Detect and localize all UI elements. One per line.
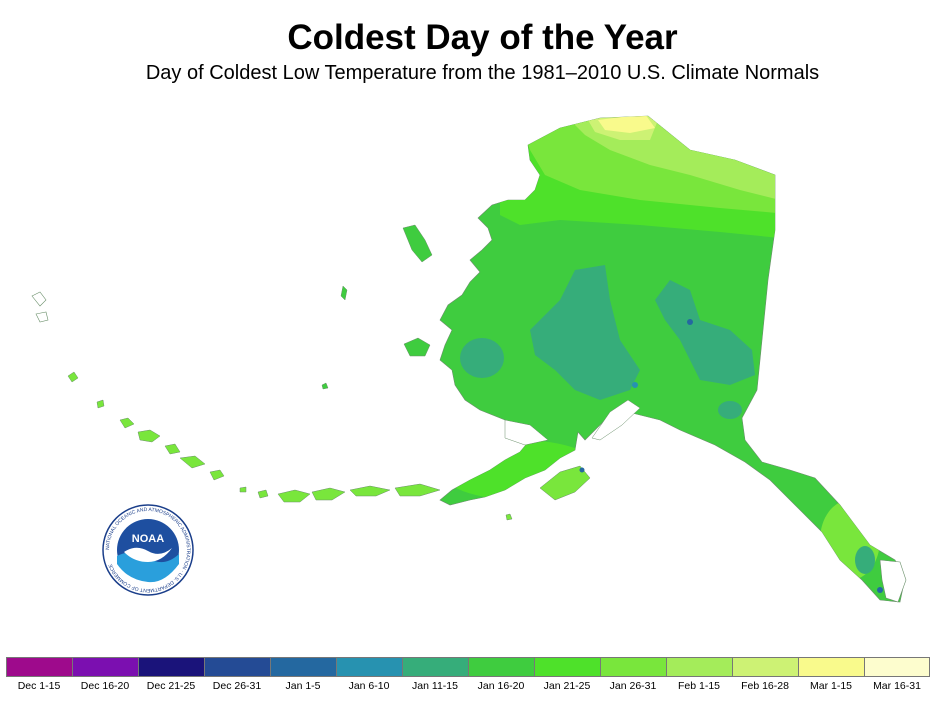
legend-swatch bbox=[402, 657, 468, 677]
legend-swatches bbox=[6, 657, 934, 677]
zone-jan-1-5 bbox=[877, 587, 883, 593]
legend-label: Mar 16-31 bbox=[873, 680, 921, 692]
legend-label: Jan 1-5 bbox=[285, 680, 321, 692]
legend-swatch bbox=[798, 657, 864, 677]
st-lawrence-island bbox=[402, 224, 433, 263]
southeast-island-no-data bbox=[879, 559, 907, 603]
kodiak-island bbox=[539, 465, 591, 501]
zone-jan-6-10 bbox=[632, 382, 638, 388]
kodiak-dark-spot bbox=[579, 467, 585, 473]
legend-label: Jan 26-31 bbox=[609, 680, 657, 692]
legend-label: Dec 16-20 bbox=[80, 680, 130, 692]
legend-swatch bbox=[138, 657, 204, 677]
noaa-logo-text: NOAA bbox=[132, 533, 164, 545]
legend-label: Jan 21-25 bbox=[543, 680, 591, 692]
legend-swatch bbox=[732, 657, 798, 677]
legend-swatch bbox=[864, 657, 930, 677]
legend-label: Feb 1-15 bbox=[677, 680, 721, 692]
zone-jan-11-15 bbox=[718, 401, 742, 419]
zone-jan-11-15 bbox=[460, 338, 504, 378]
zone-mar-1-15 bbox=[598, 116, 655, 133]
zone-jan-11-15 bbox=[655, 280, 755, 385]
bristol-bay bbox=[504, 419, 549, 446]
legend-label: Dec 1-15 bbox=[17, 680, 61, 692]
legend-swatch bbox=[666, 657, 732, 677]
zone-jan-11-15 bbox=[855, 546, 875, 574]
legend-label: Dec 26-31 bbox=[212, 680, 262, 692]
legend-label: Dec 21-25 bbox=[146, 680, 196, 692]
legend-label: Mar 1-15 bbox=[809, 680, 852, 692]
legend-swatch bbox=[600, 657, 666, 677]
legend-swatch bbox=[336, 657, 402, 677]
nunivak-island bbox=[403, 337, 431, 357]
legend-label: Feb 16-28 bbox=[741, 680, 789, 692]
legend-label: Jan 11-15 bbox=[412, 680, 458, 692]
zone-jan-1-5 bbox=[687, 319, 693, 325]
map-subtitle: Day of Coldest Low Temperature from the … bbox=[145, 62, 820, 84]
legend: Dec 1-15 Dec 16-20 Dec 21-25 Dec 26-31 Jan 1… bbox=[6, 657, 934, 692]
zone-jan-11-15 bbox=[530, 265, 640, 400]
st-matthew-island bbox=[340, 285, 348, 301]
legend-label: Jan 6-10 bbox=[348, 680, 390, 692]
legend-swatch bbox=[270, 657, 336, 677]
legend-swatch bbox=[72, 657, 138, 677]
pribilof-islands bbox=[321, 382, 329, 390]
legend-swatch bbox=[204, 657, 270, 677]
legend-label: Jan 16-20 bbox=[477, 680, 525, 692]
legend-swatch bbox=[468, 657, 534, 677]
commander-islands bbox=[31, 291, 49, 323]
legend-swatch bbox=[6, 657, 72, 677]
noaa-logo: NATIONAL OCEANIC AND ATMOSPHERIC ADMINIS… bbox=[102, 504, 194, 596]
legend-swatch bbox=[534, 657, 600, 677]
cook-inlet bbox=[591, 399, 641, 441]
legend-labels: Dec 1-15 Dec 16-20 Dec 21-25 Dec 26-31 Jan 1… bbox=[6, 680, 934, 692]
aleutian-islands bbox=[67, 371, 513, 521]
map-title: Coldest Day of the Year bbox=[287, 18, 678, 57]
